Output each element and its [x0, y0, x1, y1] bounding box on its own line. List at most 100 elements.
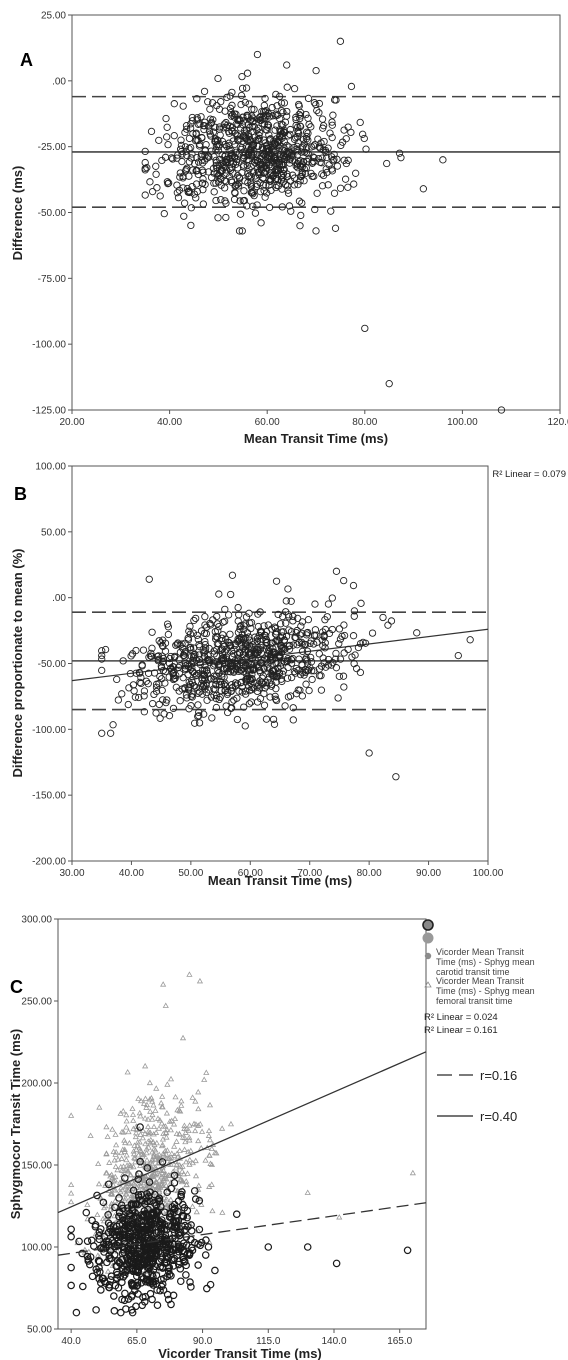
data-point: [345, 646, 351, 652]
data-point-circle: [212, 1267, 218, 1273]
x-tick-label: 40.00: [157, 417, 182, 428]
data-point-triangle: [69, 1113, 74, 1117]
data-point: [386, 380, 392, 386]
data-point-triangle: [198, 979, 203, 983]
data-point: [284, 183, 290, 189]
data-point-triangle: [182, 1147, 187, 1151]
data-point-circle: [204, 1285, 210, 1291]
data-point-triangle: [105, 1134, 110, 1138]
x-tick-label: 165.0: [387, 1336, 412, 1347]
y-tick-label: 50.00: [27, 1325, 52, 1336]
y-tick-label: 100.00: [21, 1243, 52, 1254]
data-point: [287, 693, 293, 699]
data-point-triangle: [193, 1128, 198, 1132]
data-point: [312, 601, 318, 607]
y-tick-label: -75.00: [38, 274, 67, 285]
data-point: [383, 160, 389, 166]
data-point: [193, 195, 199, 201]
panel-a-y-axis-label: Difference (ms): [10, 166, 25, 261]
data-point-triangle: [153, 1108, 158, 1112]
y-tick-label: 25.00: [41, 11, 66, 22]
y-tick-label: -125.00: [32, 406, 66, 417]
data-point-triangle: [208, 1103, 213, 1107]
data-point: [177, 697, 183, 703]
data-point-circle: [333, 1260, 339, 1266]
data-point: [201, 88, 207, 94]
y-tick-label: -200.00: [32, 857, 66, 868]
data-point: [200, 176, 206, 182]
data-point-triangle: [305, 1190, 310, 1194]
data-point-triangle: [169, 1077, 174, 1081]
y-tick-label: 50.00: [41, 527, 66, 538]
data-point-triangle: [337, 1215, 342, 1219]
data-point: [263, 716, 269, 722]
data-point: [229, 89, 235, 95]
data-point-triangle: [143, 1096, 148, 1100]
data-point: [297, 223, 303, 229]
data-point: [147, 179, 153, 185]
x-tick-label: 30.00: [59, 868, 84, 879]
data-point: [241, 188, 247, 194]
data-point-triangle: [107, 1160, 112, 1164]
x-tick-label: 90.00: [416, 868, 441, 879]
data-point: [170, 705, 176, 711]
data-point: [153, 710, 159, 716]
data-point: [114, 676, 120, 682]
data-point: [234, 716, 240, 722]
data-point: [341, 650, 347, 656]
data-point: [149, 188, 155, 194]
data-point-triangle: [174, 1139, 179, 1143]
data-point: [154, 185, 160, 191]
panel-a-letter: A: [20, 50, 33, 70]
data-point-circle: [116, 1195, 122, 1201]
data-point: [333, 568, 339, 574]
data-point: [359, 131, 365, 137]
data-point-triangle: [146, 1124, 151, 1128]
data-point: [440, 157, 446, 163]
data-point-triangle: [208, 1138, 213, 1142]
data-point-circle: [68, 1282, 74, 1288]
data-point: [209, 715, 215, 721]
data-point-triangle: [200, 1129, 205, 1133]
panel-c-y-axis-label: Sphygmocor Transit Time (ms): [8, 1029, 23, 1219]
data-point-triangle: [95, 1212, 100, 1216]
data-point-triangle: [130, 1106, 135, 1110]
data-point: [200, 201, 206, 207]
data-point-triangle: [410, 1171, 415, 1175]
data-point: [313, 67, 319, 73]
panel-c: C 40.0 65.0 90.0 115.0 140.0 165.0300.00250.0…: [8, 915, 537, 1360]
y-tick-label: 200.00: [21, 1079, 52, 1090]
data-point-circle: [83, 1209, 89, 1215]
legend-annotation-r040: r=0.40: [480, 1109, 517, 1124]
data-point-circle: [192, 1188, 198, 1194]
data-point-triangle: [204, 1070, 209, 1074]
data-point: [180, 103, 186, 109]
data-point: [305, 616, 311, 622]
y-tick-label: -50.00: [38, 208, 67, 219]
panel-b-r2-label: R² Linear = 0.079: [492, 469, 566, 480]
panel-a-x-axis-label: Mean Transit Time (ms): [244, 431, 388, 446]
data-point: [223, 200, 229, 206]
data-point: [318, 687, 324, 693]
data-point: [316, 672, 322, 678]
data-point-triangle: [203, 1158, 208, 1162]
data-point: [225, 612, 231, 618]
data-point: [229, 572, 235, 578]
data-point: [181, 213, 187, 219]
data-point: [305, 137, 311, 143]
legend-r2-series-1: R² Linear = 0.024: [424, 1012, 498, 1023]
panel-b-y-axis-label: Difference proportionate to mean (%): [10, 549, 25, 778]
data-point-triangle: [160, 1094, 165, 1098]
data-point: [358, 600, 364, 606]
data-point-triangle: [131, 1118, 136, 1122]
legend-r2-series-2: R² Linear = 0.161: [424, 1025, 498, 1036]
data-point-circle: [234, 1211, 240, 1217]
data-point: [362, 325, 368, 331]
data-point: [369, 630, 375, 636]
data-point-triangle: [152, 1124, 157, 1128]
data-point: [388, 618, 394, 624]
data-point: [305, 115, 311, 121]
data-point: [204, 697, 210, 703]
data-point: [290, 717, 296, 723]
data-point: [246, 701, 252, 707]
